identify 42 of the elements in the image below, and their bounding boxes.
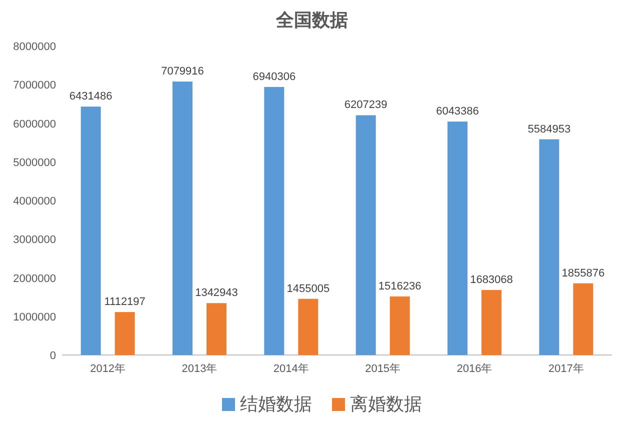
bar: [80, 106, 101, 355]
data-label: 7079916: [161, 66, 204, 78]
data-label: 1683068: [470, 274, 513, 286]
bar: [298, 298, 318, 355]
bar: [172, 82, 192, 355]
legend-label: 结婚数据: [240, 394, 312, 414]
x-tick-label: 2012年: [90, 363, 126, 375]
x-tick-label: 2016年: [456, 363, 492, 375]
data-label: 1855876: [562, 267, 605, 280]
y-tick-label: 0: [50, 350, 56, 362]
bar: [573, 283, 594, 355]
data-label: 1112197: [104, 296, 146, 308]
bar: [264, 86, 284, 355]
bar: [448, 122, 468, 355]
x-tick-label: 2013年: [182, 363, 218, 375]
x-tick-label: 2014年: [273, 363, 309, 375]
data-label: 1342943: [195, 287, 238, 300]
data-label: 5584953: [528, 123, 571, 136]
chart-title: 全国数据: [275, 10, 348, 30]
y-tick-label: 8000000: [13, 41, 56, 53]
bar: [206, 303, 226, 355]
y-tick-label: 6000000: [13, 118, 56, 130]
data-label: 6043386: [436, 106, 479, 118]
y-tick-label: 5000000: [13, 156, 56, 169]
y-tick-label: 1000000: [13, 311, 56, 324]
bar: [114, 312, 135, 355]
data-label: 1516236: [378, 280, 422, 292]
y-tick-label: 3000000: [13, 234, 56, 246]
y-tick-label: 7000000: [13, 80, 56, 92]
data-label: 1455005: [286, 282, 330, 295]
legend-label: 离婚数据: [350, 394, 422, 414]
bar: [482, 290, 502, 355]
bar: [356, 115, 376, 355]
data-label: 6207239: [344, 99, 388, 112]
y-tick-label: 4000000: [13, 196, 56, 208]
bar: [539, 139, 560, 355]
bar: [390, 296, 410, 355]
x-tick-label: 2017年: [548, 363, 584, 375]
y-tick-label: 2000000: [13, 272, 56, 285]
data-label: 6431486: [69, 90, 112, 103]
data-label: 6940306: [252, 70, 296, 83]
x-tick-label: 2015年: [365, 363, 401, 375]
